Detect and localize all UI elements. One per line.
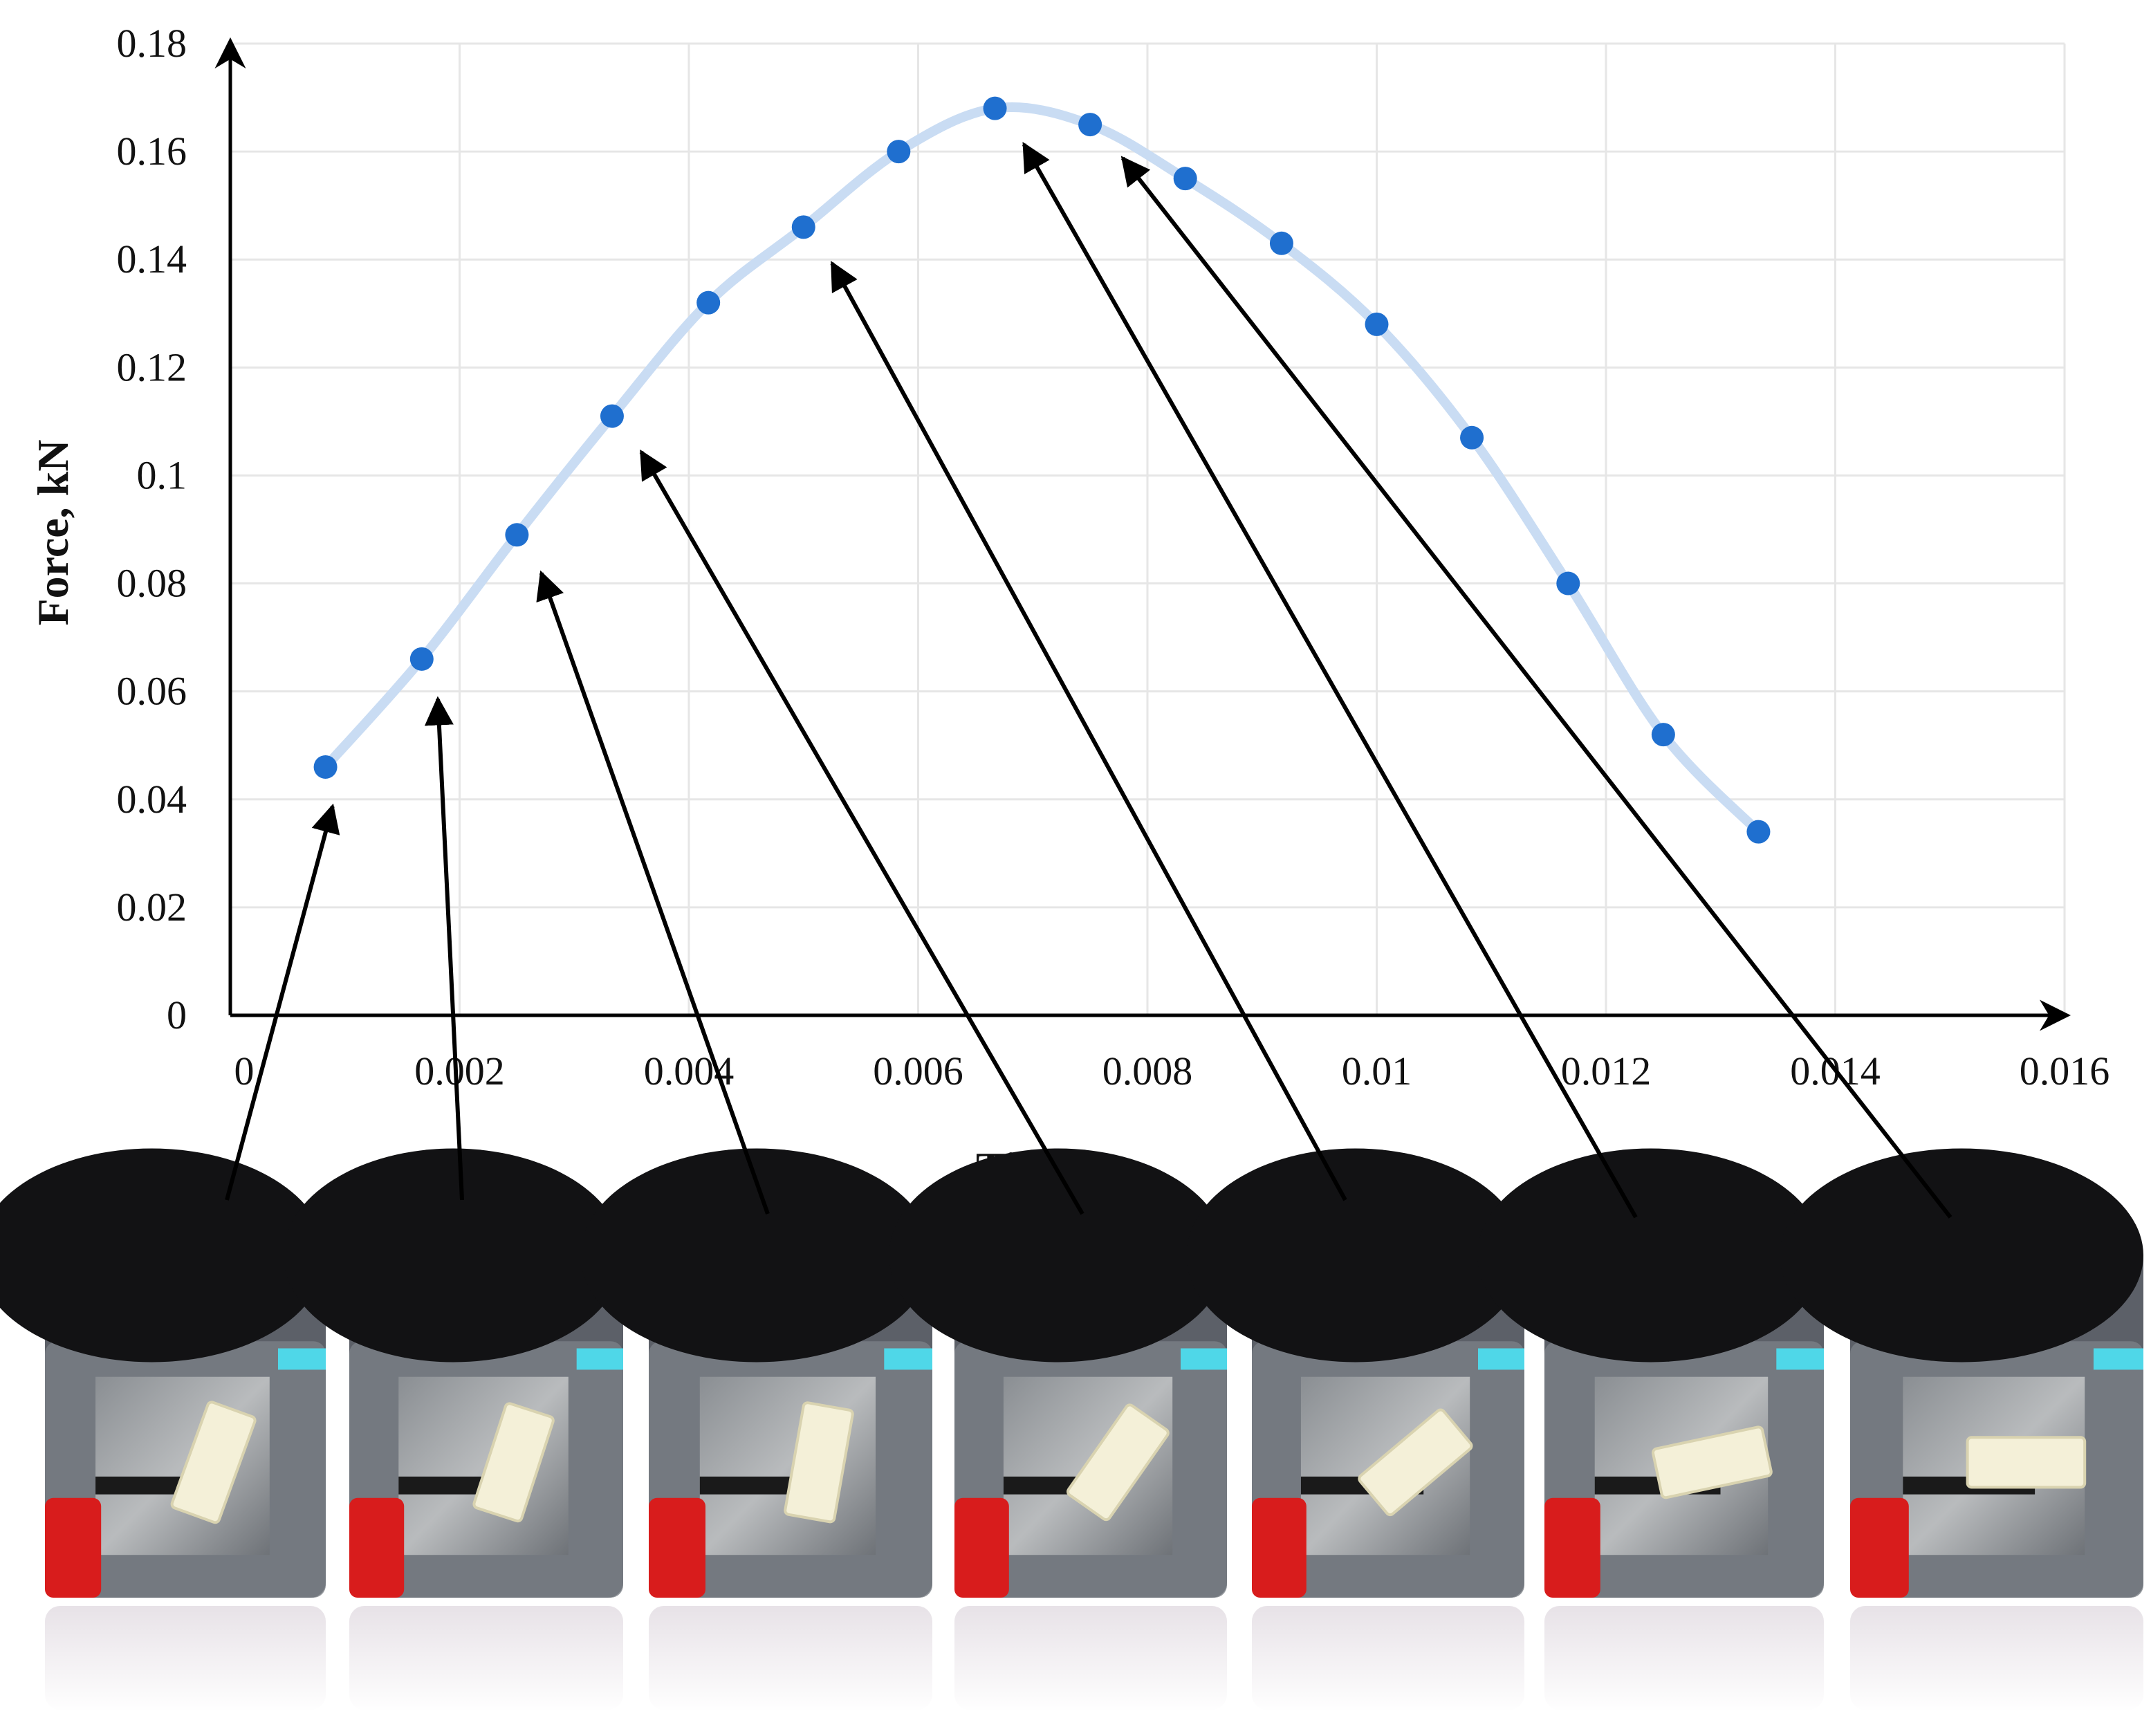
- data-point: [1556, 571, 1580, 595]
- y-tick-labels: 0 0.02 0.04 0.06 0.08 0.1 0.12 0.14 0.16 0.18: [117, 21, 187, 1037]
- specimen-block: [1067, 1403, 1170, 1522]
- roller-shape: [1780, 1148, 2144, 1363]
- annotation-arrow: [1022, 142, 1638, 1219]
- y-tick-label: 0.12: [117, 344, 187, 389]
- cyan-indicator: [277, 1348, 326, 1370]
- annotation-arrow: [830, 261, 1347, 1201]
- steel-fixture: [398, 1376, 569, 1555]
- data-point: [409, 647, 434, 671]
- red-component: [1252, 1497, 1307, 1598]
- video-frame: [1780, 1148, 2146, 1712]
- y-tick-label: 0.1: [137, 452, 187, 497]
- specimen-block: [1966, 1436, 2087, 1489]
- data-point: [505, 523, 529, 547]
- x-tick-label: 0.012: [1561, 1049, 1652, 1093]
- x-tick-label: 0.01: [1342, 1049, 1412, 1093]
- cyan-indicator: [2093, 1348, 2143, 1370]
- data-point: [791, 215, 815, 239]
- reflection-fade: [952, 1605, 1230, 1712]
- annotation-arrow: [225, 803, 340, 1201]
- video-frame: [0, 1148, 329, 1712]
- data-point: [887, 140, 911, 164]
- series-line: [320, 102, 1764, 837]
- y-tick-label: 0.02: [117, 885, 187, 930]
- red-component: [1850, 1497, 1909, 1598]
- annotation-arrow: [639, 449, 1084, 1215]
- roller-shape: [889, 1148, 1227, 1363]
- cyan-indicator: [1478, 1348, 1524, 1370]
- y-tick-label: 0.06: [117, 669, 187, 714]
- video-frame: [889, 1148, 1230, 1712]
- steel-fixture: [699, 1376, 876, 1555]
- data-point: [1365, 312, 1389, 336]
- data-point: [1651, 723, 1675, 747]
- x-tick-label: 0.004: [644, 1049, 735, 1093]
- annotation-arrow: [536, 570, 770, 1215]
- reflection-fade: [1542, 1605, 1827, 1712]
- video-frame: [1186, 1148, 1527, 1712]
- data-point: [313, 755, 338, 779]
- data-points: [313, 96, 1771, 844]
- cyan-indicator: [576, 1348, 623, 1370]
- data-point: [600, 404, 624, 428]
- red-component: [954, 1497, 1009, 1598]
- red-component: [649, 1497, 705, 1598]
- data-point: [1173, 167, 1197, 191]
- annotation-arrows: [225, 142, 1952, 1219]
- specimen-block: [784, 1401, 854, 1524]
- annotation-arrow: [1120, 156, 1952, 1219]
- data-point: [1078, 113, 1102, 137]
- x-tick-label: 0.006: [873, 1049, 963, 1093]
- roller-shape: [580, 1148, 932, 1363]
- y-axis-title: Force, kN: [28, 440, 77, 626]
- video-frame: [580, 1148, 935, 1712]
- specimen-block: [472, 1402, 555, 1523]
- reflection-fade: [646, 1605, 935, 1712]
- video-frames: [0, 1148, 2146, 1712]
- y-tick-label: 0.18: [117, 21, 187, 66]
- roller-shape: [1186, 1148, 1524, 1363]
- specimen-block: [1358, 1408, 1473, 1517]
- x-tick-label: 0.016: [2020, 1049, 2110, 1093]
- red-component: [1544, 1497, 1600, 1598]
- roller-shape: [1477, 1148, 1824, 1363]
- x-tick-label: 0.002: [414, 1049, 505, 1093]
- x-tick-label: 0: [234, 1049, 255, 1093]
- annotation-arrow: [424, 696, 464, 1201]
- red-component: [45, 1497, 102, 1598]
- data-point: [696, 290, 721, 315]
- data-point: [1460, 425, 1484, 450]
- data-point: [983, 96, 1007, 120]
- reflection-fade: [347, 1605, 626, 1712]
- video-frame: [1477, 1148, 1827, 1712]
- y-tick-label: 0.08: [117, 561, 187, 606]
- roller-shape: [0, 1148, 326, 1363]
- axes: [214, 37, 2071, 1031]
- y-tick-label: 0.04: [117, 777, 187, 822]
- reflection-fade: [1847, 1605, 2146, 1712]
- x-tick-label: 0.008: [1102, 1049, 1193, 1093]
- steel-fixture: [95, 1376, 270, 1555]
- reflection-fade: [42, 1605, 329, 1712]
- y-tick-label: 0.16: [117, 129, 187, 174]
- reflection-fade: [1249, 1605, 1527, 1712]
- y-tick-label: 0.14: [117, 237, 187, 281]
- specimen-block: [170, 1401, 257, 1524]
- cyan-indicator: [884, 1348, 932, 1370]
- grid-lines: [230, 42, 2066, 1015]
- data-point: [1269, 231, 1293, 255]
- specimen-block: [1651, 1425, 1773, 1499]
- video-frame: [283, 1148, 626, 1712]
- red-component: [349, 1497, 405, 1598]
- cyan-indicator: [1776, 1348, 1824, 1370]
- cyan-indicator: [1181, 1348, 1227, 1370]
- roller-shape: [283, 1148, 623, 1363]
- y-tick-label: 0: [167, 992, 187, 1037]
- data-point: [1746, 820, 1771, 844]
